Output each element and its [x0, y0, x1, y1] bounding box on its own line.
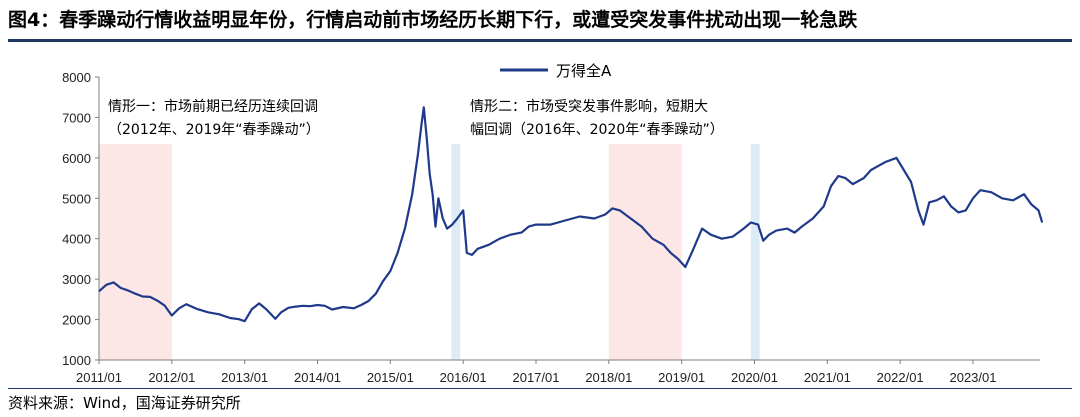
x-tick-label: 2019/01	[658, 370, 705, 385]
x-tick-label: 2013/01	[221, 370, 268, 385]
x-tick-label: 2020/01	[731, 370, 778, 385]
x-tick-label: 2015/01	[367, 370, 414, 385]
x-tick-label: 2014/01	[294, 370, 341, 385]
y-tick-label: 7000	[62, 110, 91, 125]
y-tick-label: 5000	[62, 191, 91, 206]
x-tick-label: 2017/01	[512, 370, 559, 385]
highlight-band	[451, 144, 461, 360]
line-chart: 1000 2000 3000 4000 5000 6000 7000 8000 2011/01 2…	[62, 62, 1044, 385]
chart-annotation-line: 情形二：市场受突发事件影响，短期大	[470, 98, 708, 115]
y-tick-label: 4000	[62, 232, 91, 247]
y-tick-label: 8000	[62, 70, 91, 85]
chart-annotation-line: （2012年、2019年“春季躁动”）	[108, 122, 320, 138]
highlight-band	[99, 144, 172, 360]
page-title: 图4：春季躁动行情收益明显年份，行情启动前市场经历长期下行，或遭受突发事件扰动出…	[8, 9, 858, 31]
chart-annotation-line: 情形一：市场前期已经历连续回调	[108, 98, 318, 115]
x-tick-label: 2016/01	[440, 370, 487, 385]
x-tick-label: 2023/01	[949, 370, 996, 385]
y-tick-label: 1000	[62, 353, 91, 368]
x-tick-label: 2018/01	[585, 370, 632, 385]
x-tick-label: 2012/01	[148, 370, 195, 385]
x-tick-label: 2021/01	[804, 370, 851, 385]
series-line	[98, 106, 1044, 323]
x-tick-label: 2022/01	[877, 370, 924, 385]
chart-legend: 万得全A	[500, 62, 612, 80]
highlight-band	[750, 144, 760, 360]
x-tick-label: 2011/01	[76, 370, 122, 385]
y-tick-label: 6000	[62, 151, 91, 166]
y-tick-label: 3000	[62, 272, 91, 287]
chart-axes: 1000 2000 3000 4000 5000 6000 7000 8000 2011/01 2…	[62, 70, 1040, 385]
chart-annotations: 情形一：市场前期已经历连续回调 （2012年、2019年“春季躁动”） 情形二：市场…	[108, 98, 724, 138]
source-note: 资料来源：Wind，国海证券研究所	[8, 394, 241, 412]
footer-divider	[8, 388, 1072, 389]
chart-series	[98, 106, 1044, 323]
y-tick-label: 2000	[62, 313, 91, 328]
chart-annotation-line: 幅回调（2016年、2020年“春季躁动”）	[470, 122, 724, 138]
title-divider	[8, 39, 1072, 42]
legend-label: 万得全A	[556, 62, 612, 80]
